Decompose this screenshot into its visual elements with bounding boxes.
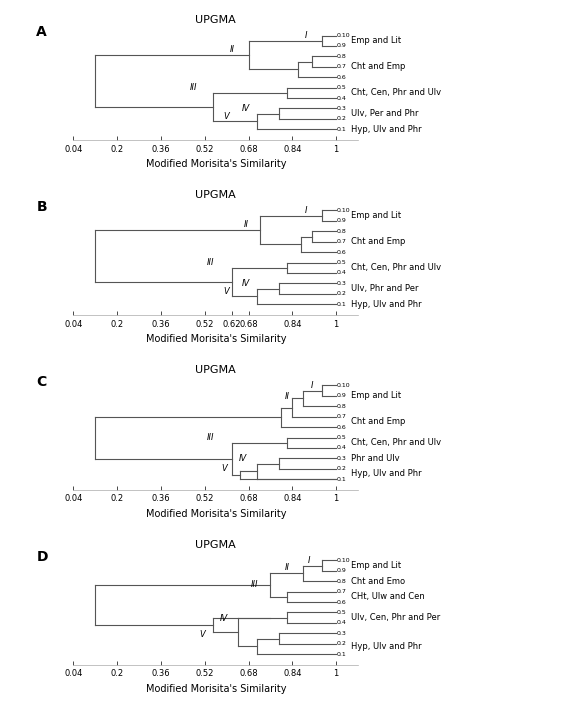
Text: 0.6: 0.6 bbox=[337, 74, 346, 79]
Text: 0.3: 0.3 bbox=[337, 106, 347, 111]
Text: Ulv, Per and Phr: Ulv, Per and Phr bbox=[351, 109, 419, 118]
Text: Cht and Emp: Cht and Emp bbox=[351, 62, 405, 72]
Text: 0.9: 0.9 bbox=[337, 569, 347, 574]
Text: III: III bbox=[206, 432, 214, 442]
Text: I: I bbox=[310, 381, 313, 390]
Text: Hyp, Ulv and Phr: Hyp, Ulv and Phr bbox=[351, 642, 422, 651]
Text: 0.3: 0.3 bbox=[337, 456, 347, 461]
Text: B: B bbox=[37, 200, 47, 214]
Text: 0.3: 0.3 bbox=[337, 631, 347, 636]
Text: 0.4: 0.4 bbox=[337, 620, 347, 625]
Text: I: I bbox=[307, 556, 310, 565]
Text: Hyp, Ulv and Phr: Hyp, Ulv and Phr bbox=[351, 469, 422, 479]
Text: Cht and Emp: Cht and Emp bbox=[351, 418, 405, 426]
Text: 0.6: 0.6 bbox=[337, 600, 346, 605]
Text: 0.8: 0.8 bbox=[337, 229, 346, 234]
Text: IV: IV bbox=[220, 614, 228, 623]
Text: CHt, Ulw and Cen: CHt, Ulw and Cen bbox=[351, 592, 425, 601]
Text: 0.7: 0.7 bbox=[337, 589, 347, 594]
Text: IV: IV bbox=[242, 104, 250, 113]
Text: III: III bbox=[190, 83, 198, 91]
Text: Hyp, Ulv and Phr: Hyp, Ulv and Phr bbox=[351, 125, 422, 134]
Text: 0.4: 0.4 bbox=[337, 271, 347, 276]
Text: Phr and Ulv: Phr and Ulv bbox=[351, 454, 400, 463]
Text: Cht and Emo: Cht and Emo bbox=[351, 576, 405, 586]
Text: I: I bbox=[305, 206, 307, 215]
Text: V: V bbox=[224, 287, 230, 296]
Text: Cht, Cen, Phr and Ulv: Cht, Cen, Phr and Ulv bbox=[351, 89, 441, 97]
Text: V: V bbox=[199, 630, 205, 639]
Text: 0.10: 0.10 bbox=[337, 33, 350, 38]
Text: 0.5: 0.5 bbox=[337, 610, 346, 615]
Text: 0.5: 0.5 bbox=[337, 85, 346, 90]
Text: 0.5: 0.5 bbox=[337, 435, 346, 440]
Text: 0.10: 0.10 bbox=[337, 208, 350, 213]
Text: 0.6: 0.6 bbox=[337, 250, 346, 255]
Text: 0.2: 0.2 bbox=[337, 116, 347, 121]
Title: UPGMA: UPGMA bbox=[195, 15, 236, 25]
Text: C: C bbox=[37, 375, 46, 389]
Text: Emp and Lit: Emp and Lit bbox=[351, 561, 401, 570]
Text: 0.9: 0.9 bbox=[337, 218, 347, 223]
Text: 0.7: 0.7 bbox=[337, 239, 347, 244]
Text: IV: IV bbox=[242, 279, 250, 288]
Text: Emp and Lit: Emp and Lit bbox=[351, 36, 401, 45]
Text: V: V bbox=[224, 112, 230, 121]
Text: 0.1: 0.1 bbox=[337, 302, 346, 307]
Text: 0.10: 0.10 bbox=[337, 558, 350, 563]
Text: 0.1: 0.1 bbox=[337, 476, 346, 481]
Text: A: A bbox=[37, 25, 47, 39]
Text: 0.2: 0.2 bbox=[337, 641, 347, 646]
Text: III: III bbox=[251, 579, 258, 588]
Text: D: D bbox=[37, 549, 48, 564]
Text: Cht, Cen, Phr and Ulv: Cht, Cen, Phr and Ulv bbox=[351, 438, 441, 447]
Text: 0.9: 0.9 bbox=[337, 43, 347, 48]
Text: 0.5: 0.5 bbox=[337, 260, 346, 265]
Text: 0.2: 0.2 bbox=[337, 467, 347, 471]
Text: 0.7: 0.7 bbox=[337, 414, 347, 419]
Text: 0.7: 0.7 bbox=[337, 65, 347, 69]
Text: 0.9: 0.9 bbox=[337, 393, 347, 398]
Text: 0.1: 0.1 bbox=[337, 652, 346, 657]
Text: 0.6: 0.6 bbox=[337, 425, 346, 430]
Title: UPGMA: UPGMA bbox=[195, 540, 236, 550]
X-axis label: Modified Morisita's Similarity: Modified Morisita's Similarity bbox=[146, 684, 286, 694]
Text: 0.3: 0.3 bbox=[337, 281, 347, 286]
X-axis label: Modified Morisita's Similarity: Modified Morisita's Similarity bbox=[146, 509, 286, 519]
Text: 0.8: 0.8 bbox=[337, 403, 346, 409]
Text: 0.2: 0.2 bbox=[337, 291, 347, 296]
Text: III: III bbox=[206, 258, 214, 267]
Title: UPGMA: UPGMA bbox=[195, 190, 236, 200]
Text: I: I bbox=[305, 31, 307, 40]
Text: 0.8: 0.8 bbox=[337, 579, 346, 584]
Text: 0.4: 0.4 bbox=[337, 445, 347, 450]
Text: 0.1: 0.1 bbox=[337, 127, 346, 132]
Text: Cht and Emp: Cht and Emp bbox=[351, 238, 405, 246]
Text: 0.8: 0.8 bbox=[337, 54, 346, 59]
X-axis label: Modified Morisita's Similarity: Modified Morisita's Similarity bbox=[146, 334, 286, 344]
Text: Cht, Cen, Phr and Ulv: Cht, Cen, Phr and Ulv bbox=[351, 263, 441, 272]
X-axis label: Modified Morisita's Similarity: Modified Morisita's Similarity bbox=[146, 159, 286, 169]
Text: Hyp, Ulv and Phr: Hyp, Ulv and Phr bbox=[351, 300, 422, 308]
Title: UPGMA: UPGMA bbox=[195, 365, 236, 375]
Text: II: II bbox=[284, 392, 289, 401]
Text: 0.4: 0.4 bbox=[337, 96, 347, 101]
Text: Ulv, Cen, Phr and Per: Ulv, Cen, Phr and Per bbox=[351, 613, 440, 623]
Text: Emp and Lit: Emp and Lit bbox=[351, 391, 401, 401]
Text: Emp and Lit: Emp and Lit bbox=[351, 211, 401, 220]
Text: V: V bbox=[221, 464, 227, 473]
Text: II: II bbox=[284, 564, 289, 572]
Text: 0.10: 0.10 bbox=[337, 383, 350, 388]
Text: IV: IV bbox=[239, 454, 247, 462]
Text: Ulv, Phr and Per: Ulv, Phr and Per bbox=[351, 284, 419, 293]
Text: II: II bbox=[230, 45, 235, 55]
Text: II: II bbox=[244, 220, 248, 229]
